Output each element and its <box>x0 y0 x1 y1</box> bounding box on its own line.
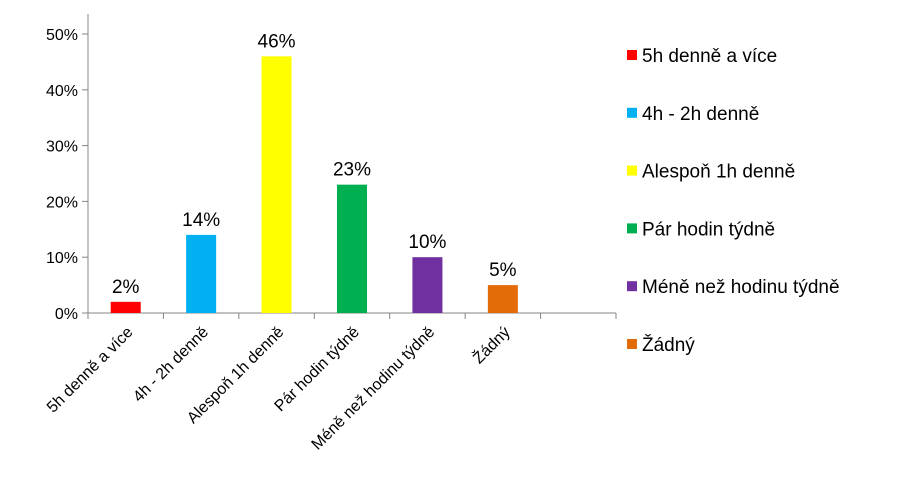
legend-swatch <box>627 339 637 349</box>
data-label: 46% <box>258 31 296 52</box>
legend-swatch <box>627 50 637 60</box>
legend-swatch <box>627 107 637 118</box>
legend-swatch <box>627 165 637 176</box>
legend-label: Alespoň 1h denně <box>642 162 795 183</box>
data-label: 23% <box>333 160 371 181</box>
y-tick-label: 10% <box>46 250 78 267</box>
bar <box>412 257 443 313</box>
x-tick-label: 5h denně a více <box>44 324 137 417</box>
bar <box>186 234 217 313</box>
y-tick-label: 20% <box>46 194 78 211</box>
legend-label: 4h - 2h denně <box>642 104 759 125</box>
bar <box>337 184 367 313</box>
x-tick-label: 4h - 2h denně <box>130 324 212 406</box>
y-tick-label: 40% <box>46 83 78 100</box>
legend-swatch <box>627 281 637 292</box>
data-label: 10% <box>408 232 446 253</box>
data-label: 5% <box>489 260 517 281</box>
legend-label: Pár hodin týdně <box>642 219 775 240</box>
bar <box>487 285 518 313</box>
legend-label: Žádný <box>642 334 695 356</box>
bar <box>110 301 141 313</box>
y-tick-label: 50% <box>46 27 78 44</box>
y-tick-label: 0% <box>55 306 78 323</box>
bar <box>261 56 292 313</box>
x-tick-label: Méně než hodinu týdně <box>309 324 439 454</box>
x-tick-label: Žádný <box>469 322 514 367</box>
data-label: 2% <box>112 277 140 298</box>
y-tick-label: 30% <box>46 139 78 156</box>
legend-label: 5h denně a více <box>642 46 777 67</box>
data-label: 14% <box>182 210 220 231</box>
axes: 0% 10% 20% 30% 40% 50% <box>46 14 617 323</box>
legend-label: Méně než hodinu týdně <box>642 277 840 298</box>
legend-swatch <box>627 223 637 234</box>
legend: 5h denně a více 4h - 2h denně Alespoň 1h d… <box>627 46 840 356</box>
